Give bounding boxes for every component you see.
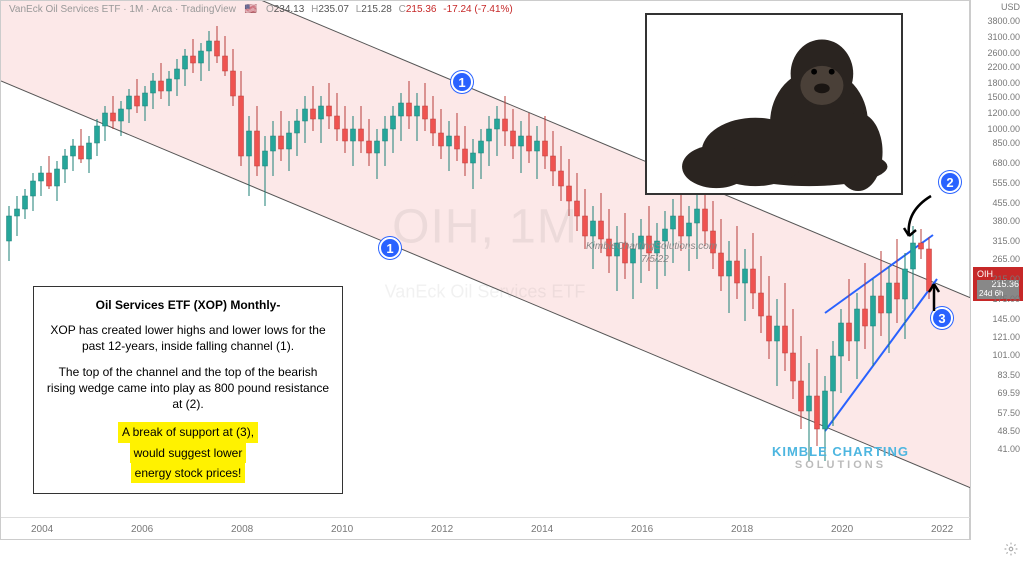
kimble-logo: KIMBLE CHARTING SOLUTIONS xyxy=(772,444,909,471)
ticker-title: VanEck Oil Services ETF · 1M · Arca · Tr… xyxy=(9,4,236,15)
flag-icon: 🇺🇸 xyxy=(245,4,257,15)
source-date: 7/5/22 xyxy=(641,254,669,265)
marker-1b: 1 xyxy=(379,237,401,259)
chart-area[interactable]: VanEck Oil Services ETF · 1M · Arca · Tr… xyxy=(0,0,970,540)
settings-icon[interactable] xyxy=(1004,542,1018,556)
source-url: KimbleChartingSolutions.com xyxy=(586,241,717,252)
annotation-title: Oil Services ETF (XOP) Monthly- xyxy=(46,297,330,313)
watermark-ticker: OIH, 1M xyxy=(392,199,578,254)
gorilla-image xyxy=(645,13,903,195)
marker-3: 3 xyxy=(931,307,953,329)
x-axis: 2004200620082010201220142016201820202022 xyxy=(1,517,971,539)
annotation-highlight: A break of support at (3), would suggest… xyxy=(46,422,330,483)
ohlc-readout: O234.13 H235.07 L215.28 C215.36 -17.24 (… xyxy=(266,4,513,15)
y-axis-unit: USD xyxy=(1001,2,1020,12)
annotation-p1: XOP has created lower highs and lower lo… xyxy=(46,322,330,354)
annotation-p2: The top of the channel and the top of th… xyxy=(46,364,330,413)
marker-2: 2 xyxy=(939,171,961,193)
watermark-name: VanEck Oil Services ETF xyxy=(385,281,586,302)
marker-1a: 1 xyxy=(451,71,473,93)
annotation-panel: Oil Services ETF (XOP) Monthly- XOP has … xyxy=(33,286,343,494)
y-axis: USD 3800.003100.002600.002200.001800.001… xyxy=(970,0,1024,540)
